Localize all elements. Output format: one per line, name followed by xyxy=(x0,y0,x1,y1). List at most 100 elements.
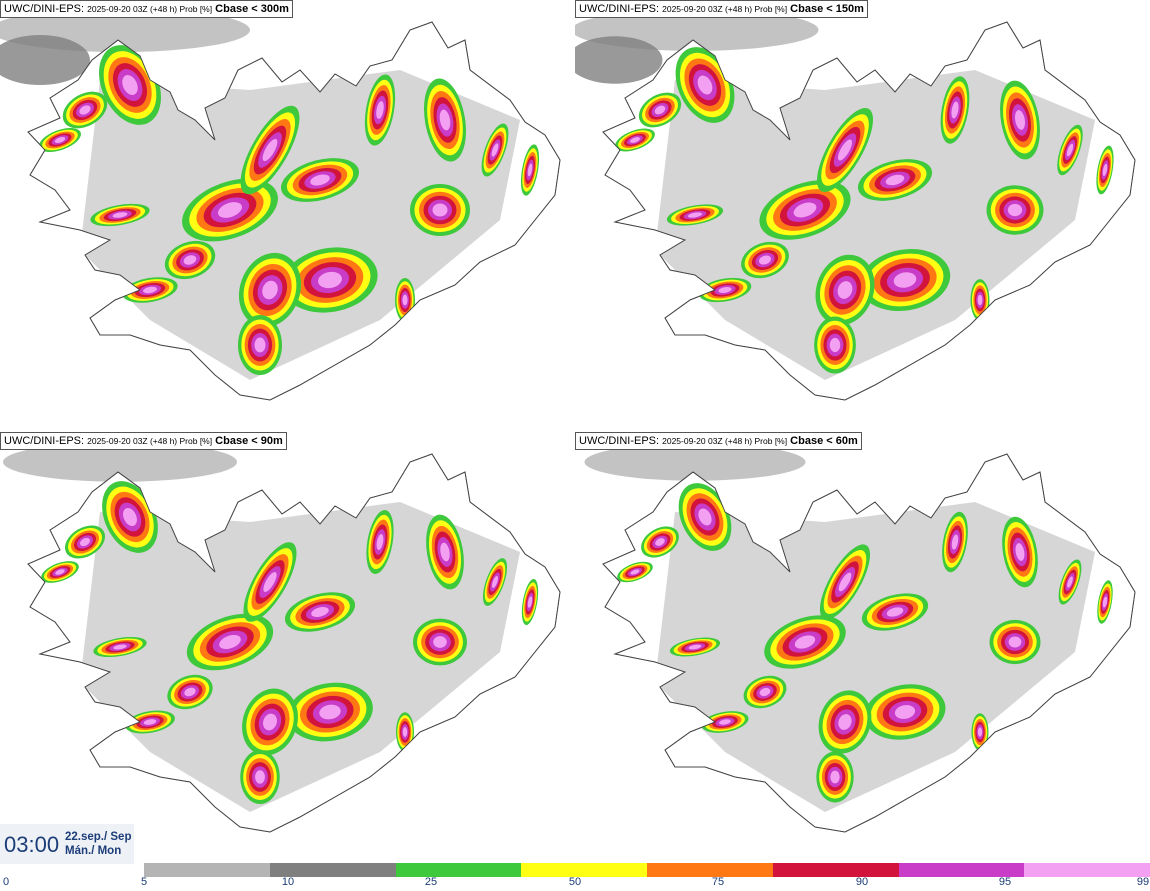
legend-swatch xyxy=(395,863,522,877)
low-probability-area xyxy=(80,502,520,812)
probability-contour xyxy=(654,105,666,115)
legend-swatch xyxy=(269,863,396,877)
probability-contour xyxy=(433,636,447,648)
probability-contour xyxy=(1008,636,1022,648)
map-panel-60m: UWC/DINI-EPS: 2025-09-20 03Z (+48 h) Pro… xyxy=(575,432,1150,864)
probability-contour xyxy=(54,136,66,144)
probability-contour xyxy=(830,770,840,784)
probability-contour xyxy=(79,105,91,115)
legend-tick-label: 90 xyxy=(855,876,869,888)
probability-contour xyxy=(759,255,771,265)
probability-contour xyxy=(112,212,128,218)
probability-contour xyxy=(793,202,817,218)
panel-title: UWC/DINI-EPS: 2025-09-20 03Z (+48 h) Pro… xyxy=(575,432,862,450)
probability-field xyxy=(615,47,1114,380)
probability-contour xyxy=(1015,110,1025,130)
coastline xyxy=(27,453,561,833)
map-panel-90m: UWC/DINI-EPS: 2025-09-20 03Z (+48 h) Pro… xyxy=(0,432,575,864)
probability-contour xyxy=(837,281,853,299)
probability-color-legend xyxy=(144,863,1150,877)
probability-contour xyxy=(122,75,138,95)
probability-contour xyxy=(527,596,533,608)
probability-contour xyxy=(184,687,196,697)
probability-contour xyxy=(143,719,157,725)
coastline xyxy=(27,21,561,401)
legend-swatch xyxy=(144,863,270,877)
probability-contour xyxy=(1067,576,1073,588)
probability-contour xyxy=(311,607,329,617)
probability-contour xyxy=(402,294,408,306)
coastline xyxy=(602,21,1136,401)
probability-contour xyxy=(319,704,341,720)
variable-name: Cbase < 60m xyxy=(790,435,858,447)
probability-contour xyxy=(310,174,330,186)
probability-contour xyxy=(885,174,905,186)
valid-time-box: 03:00 22.sep./ Sep Mán./ Mon xyxy=(0,824,134,864)
iceland-probability-map xyxy=(3,442,561,833)
low-probability-area xyxy=(655,70,1095,380)
legend-tick-label: 5 xyxy=(140,876,148,888)
probability-contour xyxy=(893,272,917,288)
run-info: 2025-09-20 03Z (+48 h) Prob [%] xyxy=(87,4,213,14)
probability-contour xyxy=(263,572,277,592)
probability-contour xyxy=(688,644,702,650)
probability-contour xyxy=(1015,543,1025,561)
model-name: UWC/DINI-EPS xyxy=(579,435,656,447)
probability-contour xyxy=(655,538,665,546)
variable-name: Cbase < 90m xyxy=(215,435,283,447)
run-info: 2025-09-20 03Z (+48 h) Prob [%] xyxy=(662,436,788,446)
legend-swatch xyxy=(898,863,1025,877)
probability-contour xyxy=(376,101,384,119)
probability-contour xyxy=(718,286,732,294)
map-panel-300m: UWC/DINI-EPS: 2025-09-20 03Z (+48 h) Pro… xyxy=(0,0,575,432)
legend-tick-label: 75 xyxy=(711,876,725,888)
probability-contour xyxy=(894,705,916,719)
probability-contour xyxy=(719,719,731,725)
probability-contour xyxy=(1102,596,1108,608)
probability-contour xyxy=(263,713,277,731)
run-info: 2025-09-20 03Z (+48 h) Prob [%] xyxy=(662,4,788,14)
probability-contour xyxy=(977,727,983,737)
low-probability-area xyxy=(655,502,1095,812)
offshore-cloud-area xyxy=(575,36,663,84)
panel-title: UWC/DINI-EPS: 2025-09-20 03Z (+48 h) Pro… xyxy=(575,0,868,18)
probability-contour xyxy=(55,569,65,575)
panel-title: UWC/DINI-EPS: 2025-09-20 03Z (+48 h) Pro… xyxy=(0,432,287,450)
probability-contour xyxy=(218,202,242,218)
map-panel-150m: UWC/DINI-EPS: 2025-09-20 03Z (+48 h) Pro… xyxy=(575,0,1150,432)
valid-date-line1: 22.sep./ Sep xyxy=(65,831,132,843)
legend-tick-label: 95 xyxy=(998,876,1012,888)
probability-contour xyxy=(183,255,197,265)
probability-contour xyxy=(440,542,450,562)
probability-contour xyxy=(143,286,157,294)
probability-contour xyxy=(123,508,137,526)
legend-tick-label: 10 xyxy=(281,876,295,888)
probability-contour xyxy=(829,337,841,353)
offshore-cloud-area xyxy=(3,442,237,482)
legend-tick-label: 0 xyxy=(3,876,10,888)
panel-title: UWC/DINI-EPS: 2025-09-20 03Z (+48 h) Pro… xyxy=(0,0,293,18)
legend-swatch xyxy=(772,863,899,877)
probability-field xyxy=(41,481,539,812)
probability-contour xyxy=(697,75,713,95)
legend-swatch xyxy=(521,863,647,877)
probability-contour xyxy=(838,572,852,592)
low-probability-area xyxy=(80,70,520,380)
legend-swatch xyxy=(647,863,773,877)
probability-contour xyxy=(402,727,408,737)
probability-contour xyxy=(1066,143,1074,157)
probability-contour xyxy=(838,139,852,161)
probability-contour xyxy=(951,101,959,119)
probability-contour xyxy=(491,143,499,157)
probability-contour xyxy=(951,534,959,550)
model-name: UWC/DINI-EPS xyxy=(4,435,81,447)
iceland-probability-map xyxy=(575,9,1136,401)
probability-contour xyxy=(886,607,904,617)
valid-time: 03:00 xyxy=(4,832,60,857)
legend-tick-label: 99 xyxy=(1136,876,1150,888)
probability-contour xyxy=(318,271,342,289)
legend-tick-label: 25 xyxy=(424,876,438,888)
probability-field xyxy=(617,483,1113,812)
probability-contour xyxy=(838,714,852,730)
model-name: UWC/DINI-EPS xyxy=(4,3,81,15)
